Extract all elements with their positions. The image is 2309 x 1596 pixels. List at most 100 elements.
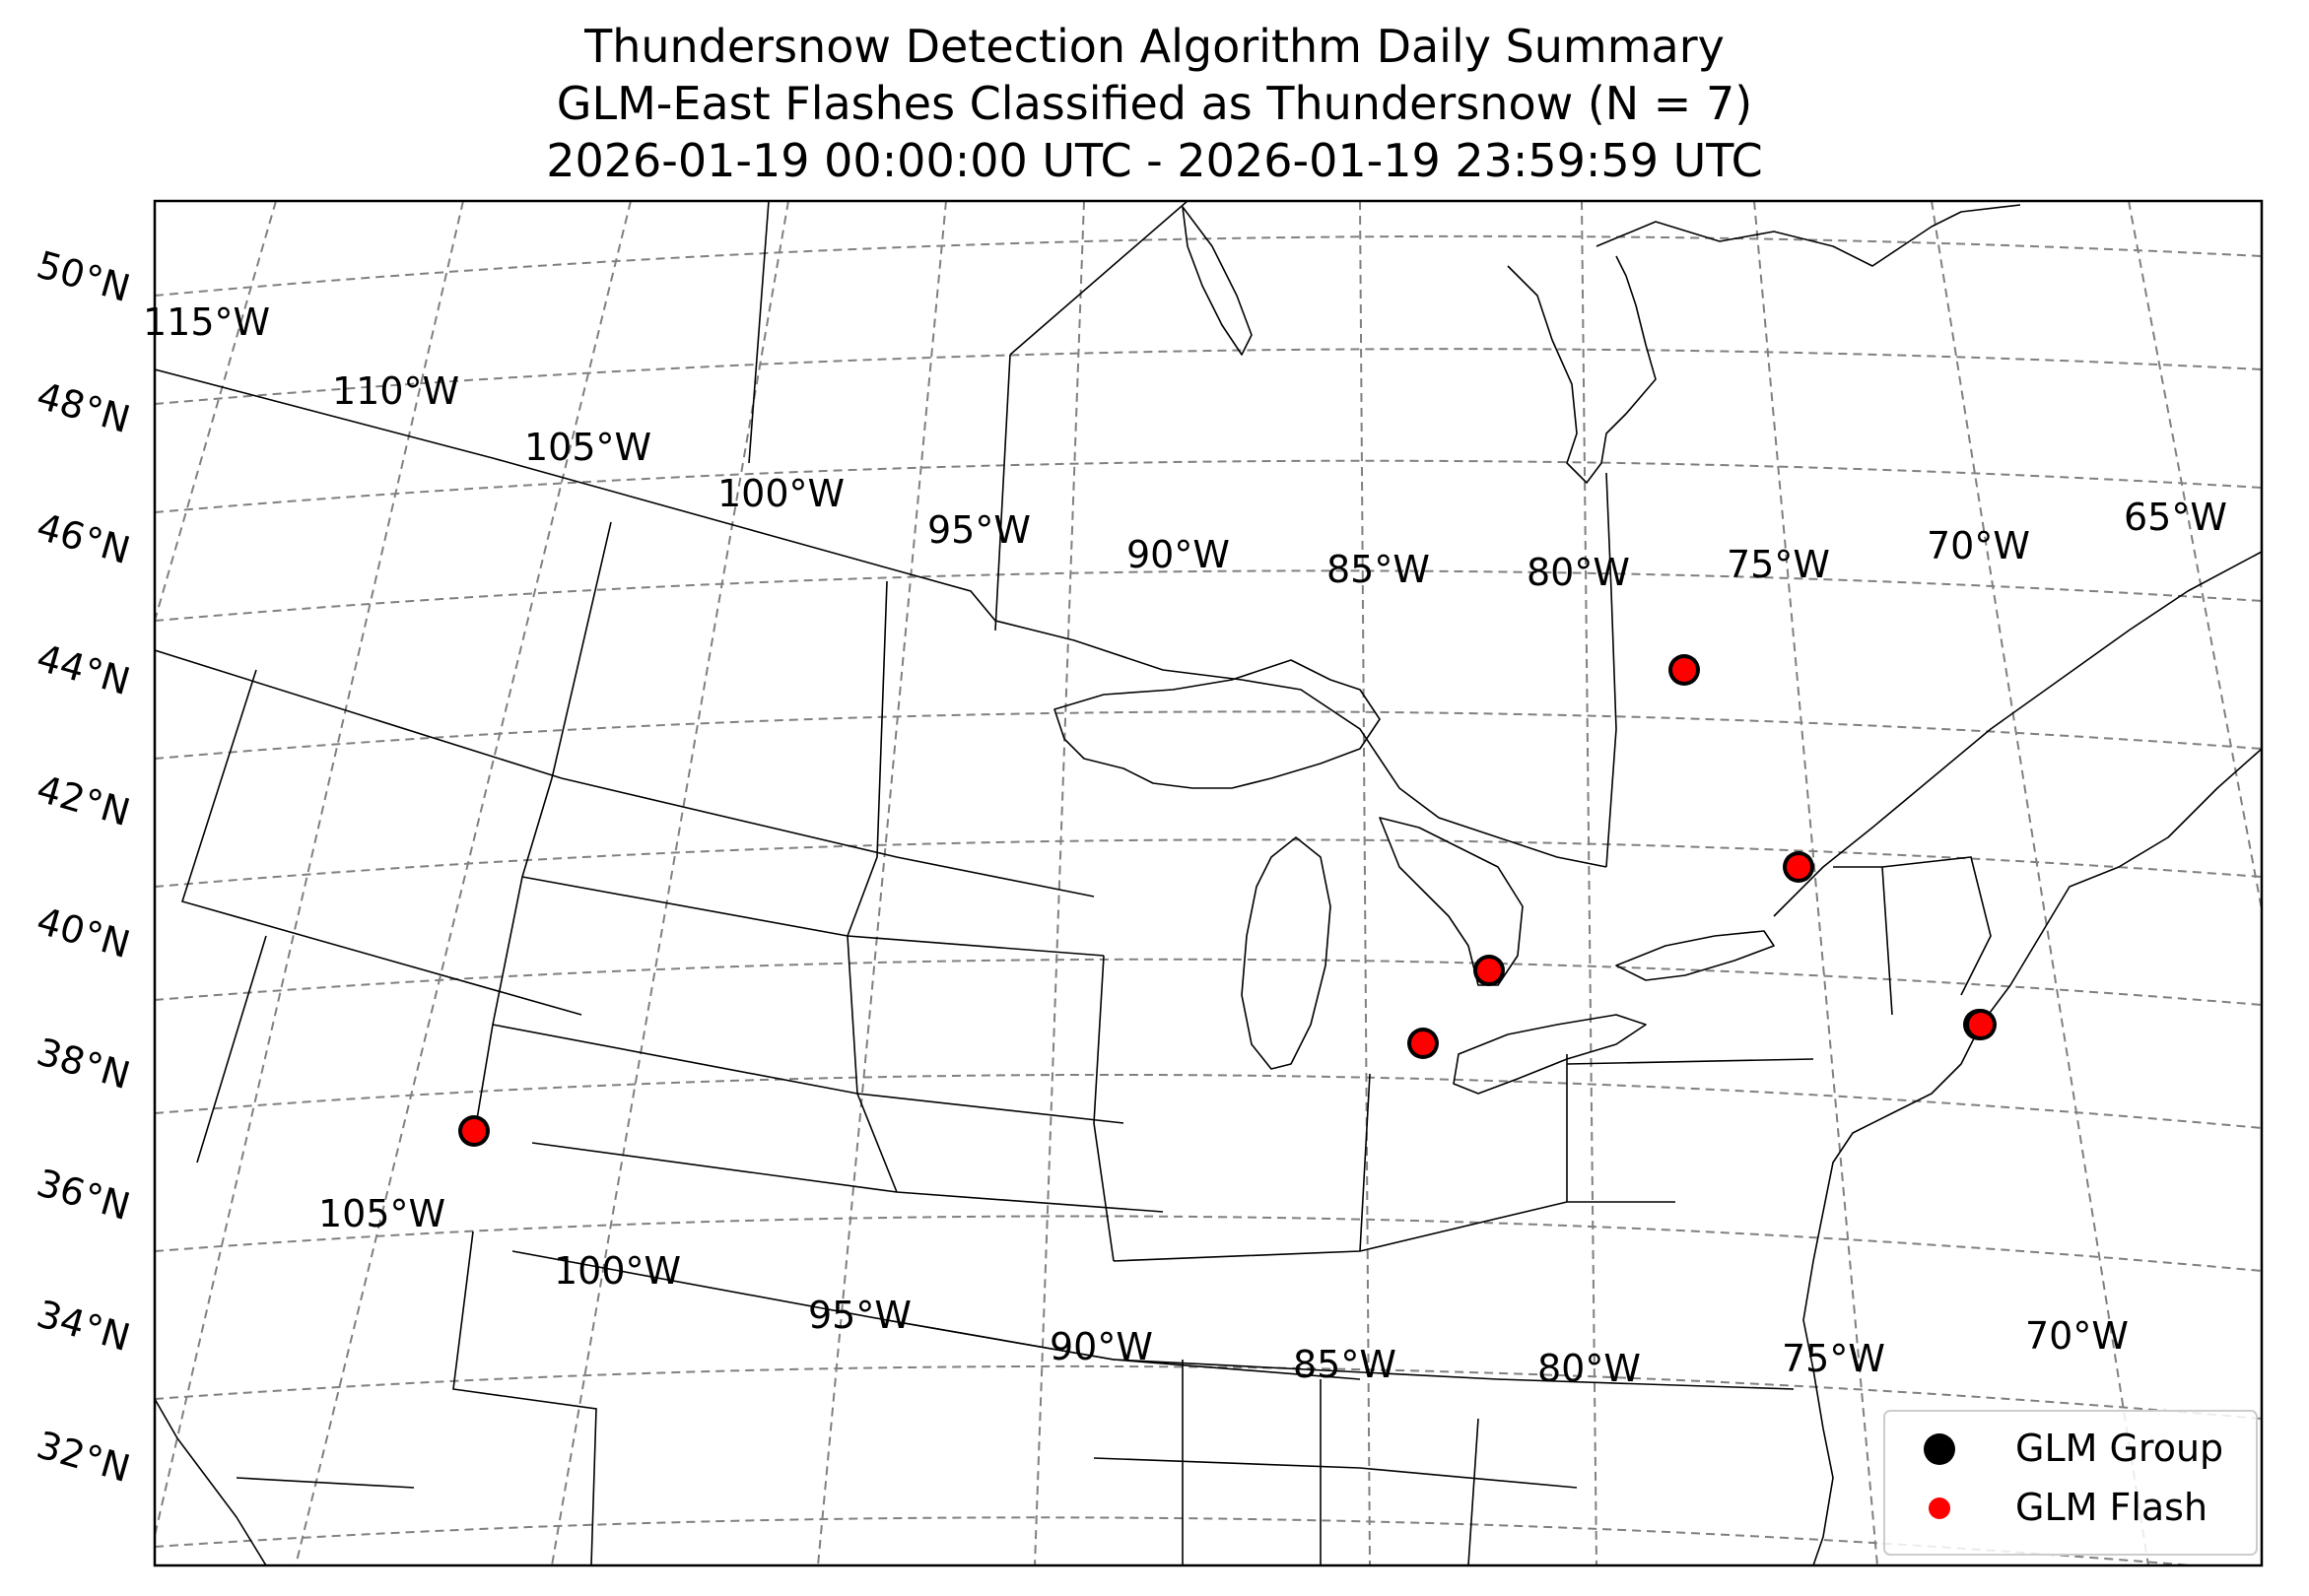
- canada-provinces-1: [748, 201, 770, 464]
- lon-label-top-95w: 95°W: [927, 508, 1031, 552]
- lon-label-top-115w: 115°W: [143, 300, 270, 344]
- glm-flash-marker: [1411, 1031, 1435, 1055]
- lake-superior: [1053, 659, 1381, 789]
- meridian-75w: [1753, 201, 1878, 1565]
- lat-label-36n: 36°N: [33, 1161, 135, 1229]
- james-bay-coast: [1507, 255, 1657, 484]
- lat-label-48n: 48°N: [33, 373, 135, 441]
- plains-rows-1: [561, 777, 1095, 898]
- parallels: [155, 103, 2262, 1565]
- glm-flash-marker: [1477, 959, 1501, 982]
- montana-wyoming: [155, 649, 563, 779]
- lake-huron: [1379, 817, 1524, 986]
- plains-cols-2: [847, 580, 898, 1193]
- lon-label-bottom-95w: 95°W: [808, 1294, 912, 1337]
- lon-label-bottom-75w: 75°W: [1782, 1337, 1885, 1380]
- meridian-65w: [2128, 201, 2262, 915]
- lon-label-top-100w: 100°W: [717, 472, 845, 515]
- figure-title: Thundersnow Detection Algorithm Daily Su…: [0, 18, 2309, 189]
- hudson-bay-coast: [1596, 204, 2021, 267]
- flash-markers: [458, 654, 1997, 1147]
- lake-michigan: [1241, 836, 1331, 1070]
- us-canada-border: [155, 368, 1607, 868]
- lon-label-top-75w: 75°W: [1727, 543, 1830, 586]
- parallel-32n: [155, 1215, 2262, 1272]
- lat-label-32n: 32°N: [33, 1423, 135, 1491]
- borders: [155, 201, 1992, 1565]
- meridian-80w: [1581, 201, 1597, 1565]
- lon-label-bottom-80w: 80°W: [1537, 1347, 1641, 1390]
- lat-label-40n: 40°N: [33, 898, 135, 966]
- east-coast: [1802, 748, 2262, 1565]
- parallel-50n: [155, 103, 2262, 166]
- meridian-95w: [817, 201, 947, 1565]
- meridian-115w: [155, 201, 277, 625]
- legend-group-marker: [1924, 1433, 1955, 1465]
- lon-label-bottom-70w: 70°W: [2025, 1314, 2129, 1358]
- glm-flash-marker: [1969, 1013, 1993, 1036]
- meridian-70w: [1931, 201, 2149, 1565]
- meridian-105w: [295, 201, 632, 1565]
- parallel-42n: [155, 569, 2262, 622]
- manitoba-ontario: [994, 354, 1011, 632]
- plains-cols-1: [472, 521, 612, 1144]
- title-line-1: Thundersnow Detection Algorithm Daily Su…: [584, 20, 1725, 73]
- glm-flash-marker: [1787, 855, 1810, 879]
- lon-label-top-90w: 90°W: [1126, 533, 1230, 576]
- map-content: [155, 103, 2262, 1565]
- plains-rows-2: [521, 876, 1105, 957]
- gulf-coast: [155, 1398, 267, 1565]
- ontario-quebec: [1605, 472, 1617, 868]
- meridian-110w: [155, 201, 464, 1541]
- ny-vt: [1881, 866, 1893, 1016]
- lon-label-bottom-100w: 100°W: [554, 1249, 681, 1293]
- parallel-46n: [155, 348, 2262, 405]
- indiana-ohio: [1359, 1073, 1371, 1252]
- title-line-3: 2026-01-19 00:00:00 UTC - 2026-01-19 23:…: [546, 134, 1763, 187]
- parallel-34n: [155, 1073, 2262, 1129]
- meridian-100w: [551, 201, 789, 1565]
- parallel-48n: [155, 234, 2262, 297]
- lat-label-46n: 46°N: [33, 504, 135, 572]
- latitude-labels: 50°N 48°N 46°N 44°N 42°N 40°N 38°N 36°N …: [33, 242, 135, 1491]
- meridian-85w: [1359, 201, 1371, 1565]
- plains-rows-3: [492, 1024, 1124, 1124]
- canada-provinces-2: [1009, 201, 1188, 356]
- title-line-2: GLM-East Flashes Classified as Thundersn…: [556, 77, 1753, 130]
- lon-label-top-105w: 105°W: [524, 426, 651, 469]
- lat-label-34n: 34°N: [33, 1292, 135, 1360]
- parallel-36n: [155, 958, 2262, 1006]
- lon-label-bottom-85w: 85°W: [1293, 1343, 1396, 1386]
- lon-label-top-80w: 80°W: [1527, 551, 1630, 594]
- meridian-90w: [1034, 201, 1085, 1565]
- lat-label-42n: 42°N: [33, 766, 135, 834]
- parallel-38n: [155, 838, 2262, 888]
- meridians: [155, 201, 2262, 1565]
- pa-ny: [1566, 1058, 1814, 1065]
- new-england: [1833, 856, 1992, 996]
- lon-label-top-65w: 65°W: [2124, 496, 2227, 539]
- lat-label-50n: 50°N: [33, 242, 135, 310]
- lat-label-44n: 44°N: [33, 635, 135, 703]
- wy-co: [180, 669, 582, 1016]
- parallel-30n: [155, 1364, 2262, 1420]
- lake-erie: [1453, 1014, 1647, 1095]
- glm-flash-marker: [462, 1119, 486, 1143]
- lake-winnipeg: [1182, 206, 1253, 356]
- lake-ontario: [1615, 930, 1775, 981]
- coastlines: [155, 204, 2262, 1565]
- lon-label-bottom-90w: 90°W: [1050, 1325, 1153, 1368]
- st-lawrence: [1773, 551, 2262, 917]
- southeast-cols: [1182, 1360, 1479, 1565]
- legend-flash-label: GLM Flash: [2015, 1486, 2207, 1529]
- longitude-labels-bottom: 105°W 100°W 95°W 90°W 85°W 80°W 75°W 70°…: [318, 1192, 2129, 1390]
- lon-label-top-110w: 110°W: [332, 369, 459, 413]
- parallel-44n: [155, 459, 2262, 513]
- glm-flash-marker: [1672, 658, 1696, 682]
- co-nm: [196, 935, 267, 1164]
- parallel-40n: [155, 710, 2262, 760]
- lon-label-top-85w: 85°W: [1326, 548, 1430, 591]
- southwest: [236, 1230, 597, 1565]
- southeast-2: [886, 1319, 1361, 1380]
